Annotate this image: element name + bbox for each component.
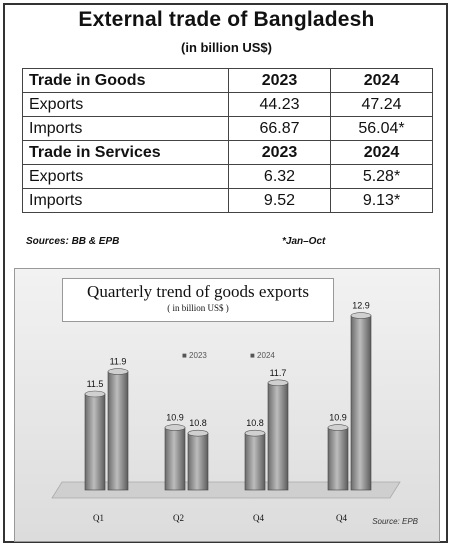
data-label: 10.9: [329, 413, 347, 423]
bar-cap: [327, 424, 349, 431]
bar-cap: [164, 424, 186, 431]
row-label: Exports: [22, 92, 229, 117]
bar-cap: [350, 312, 372, 319]
table-row: Exports 44.23 47.24: [22, 92, 433, 117]
chart-title-box: Quarterly trend of goods exports ( in bi…: [62, 278, 334, 322]
row-label: Imports: [22, 188, 229, 213]
category-label: Q4: [253, 513, 264, 523]
page-title: External trade of Bangladesh: [78, 8, 375, 31]
cell-2024: 56.04*: [330, 116, 433, 141]
category-label: Q4: [336, 513, 347, 523]
footnote: *Jan–Oct: [282, 236, 326, 247]
bar-cap: [84, 390, 106, 398]
table-row: Imports 66.87 56.04*: [22, 116, 433, 141]
cell-2023: 9.52: [228, 188, 331, 213]
bar-2024-q1: [107, 371, 129, 491]
bar-2023-q1: [84, 393, 106, 491]
bar-2024-q4: [350, 315, 372, 491]
infographic-frame: [3, 3, 448, 543]
cell-2024: 5.28*: [330, 164, 433, 189]
data-label: 11.9: [110, 357, 127, 367]
category-label: Q2: [173, 513, 184, 523]
chart-legend: ■ 2023 ■ 2024: [182, 351, 275, 360]
cell-2024: 9.13*: [330, 188, 433, 213]
data-label: 11.7: [270, 368, 287, 378]
table-section-header: Trade in Services 2023 2024: [22, 140, 433, 165]
bar-cap: [187, 429, 209, 437]
data-label: 11.5: [87, 379, 104, 389]
page-subtitle: (in billion US$): [181, 40, 272, 55]
chart-subtitle: ( in billion US$ ): [167, 303, 229, 313]
bar-2024-q2: [187, 432, 209, 491]
data-label: 10.8: [246, 418, 264, 428]
data-label: 10.9: [166, 413, 184, 423]
data-label: 12.9: [352, 301, 370, 311]
bar-cap: [107, 368, 129, 375]
sources-note: Sources: BB & EPB: [26, 236, 120, 247]
bar-2024-q3: [267, 382, 289, 491]
bar-2023-q2: [164, 427, 186, 491]
legend-item: ■ 2024: [250, 351, 275, 360]
data-label: 10.8: [189, 418, 207, 428]
bar-cap: [244, 429, 266, 437]
trade-table: Trade in Goods 2023 2024 Exports 44.23 4…: [22, 68, 433, 213]
chart-source: Source: EPB: [372, 517, 418, 526]
category-label: Q1: [93, 513, 104, 523]
row-label: Exports: [22, 164, 229, 189]
bar-cap: [267, 379, 289, 387]
chart-title: Quarterly trend of goods exports: [87, 282, 309, 301]
bars-group: 11.5 11.9 Q1 10.9 10.8 Q2 10.8 11.7 Q4 10.9 12.9 Q4: [84, 301, 372, 523]
row-label: Imports: [22, 116, 229, 141]
cell-2024: 47.24: [330, 92, 433, 117]
legend-item: ■ 2023: [182, 351, 207, 360]
bar-2023-q3: [244, 432, 266, 491]
table-row: Imports 9.52 9.13*: [22, 188, 433, 213]
bar-2023-q4: [327, 427, 349, 491]
